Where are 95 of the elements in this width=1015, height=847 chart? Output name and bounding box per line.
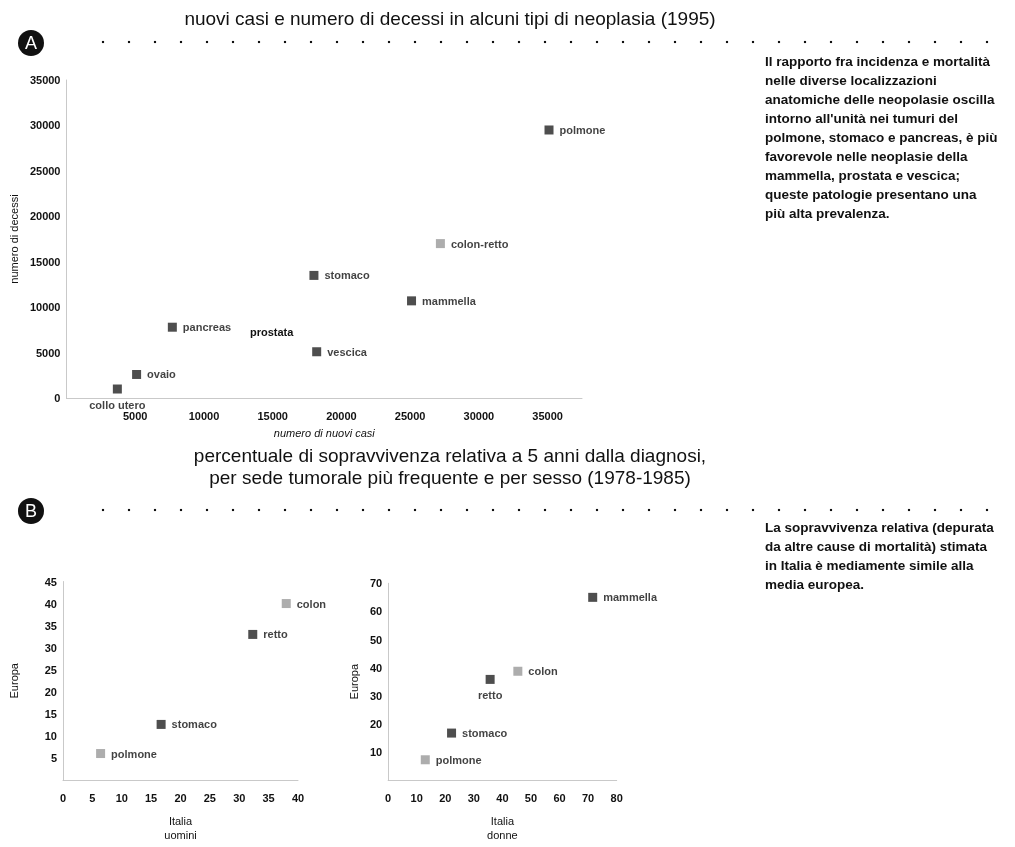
x-axis-title: Italia donne bbox=[487, 815, 518, 841]
y-tick-label: 20000 bbox=[29, 210, 61, 223]
point bbox=[485, 674, 495, 684]
x-tick-label: 5 bbox=[89, 791, 96, 804]
series-label: retto bbox=[477, 689, 503, 702]
point bbox=[156, 719, 166, 729]
point bbox=[112, 384, 122, 394]
y-tick-label: 35000 bbox=[29, 74, 61, 86]
y-tick-label: 5 bbox=[50, 751, 57, 764]
x-axis-title: numero di nuovi casi bbox=[273, 427, 376, 439]
y-axis-title: Europa bbox=[7, 662, 20, 699]
chart-title: nuovi casi e numero di decessi in alcuni tipi di neoplasia (1995) bbox=[183, 8, 717, 30]
point bbox=[312, 347, 322, 357]
y-tick-label: 10 bbox=[369, 745, 383, 758]
x-tick-label: 15000 bbox=[257, 409, 288, 422]
annotation: prostata bbox=[250, 326, 294, 339]
y-tick-label: 10000 bbox=[29, 301, 61, 314]
series-label: polmone bbox=[111, 747, 157, 760]
x-tick-label: 30000 bbox=[463, 409, 495, 422]
x-tick-label: 20 bbox=[439, 791, 452, 804]
series-label: polmone bbox=[559, 123, 606, 136]
y-tick-label: 40 bbox=[369, 661, 383, 674]
series-label: stomaco bbox=[462, 727, 508, 740]
series-label: retto bbox=[263, 628, 288, 641]
x-tick-label: 40 bbox=[291, 791, 305, 804]
series-label: mammella bbox=[603, 591, 658, 604]
y-tick-label: 50 bbox=[369, 633, 383, 646]
series-label: collo utero bbox=[89, 399, 146, 412]
point bbox=[132, 369, 142, 379]
point bbox=[544, 125, 554, 135]
series-label: colon bbox=[296, 597, 327, 610]
x-tick-label: 60 bbox=[553, 791, 566, 804]
y-axis-title: numero di decessi bbox=[7, 194, 20, 284]
y-tick-label: 45 bbox=[44, 575, 57, 588]
y-axis-title: Europa bbox=[347, 663, 360, 700]
text: Il rapporto fra incidenza e mortalità nelle diverse localizzazioni anatomiche delle neopolasie oscilla intorno all'unità nei tumuri del polmone, stomaco e pancreas, è più favorevole nelle neoplasie della mammella, prostata e vescica; queste patologie presentano una più alta prevalenza. bbox=[765, 54, 998, 221]
point bbox=[281, 599, 291, 609]
text: B bbox=[18, 498, 44, 524]
x-tick-label: 20000 bbox=[326, 409, 357, 422]
x-tick-label: 15 bbox=[145, 791, 158, 804]
y-tick-label: 20 bbox=[44, 685, 57, 698]
series-label: stomaco bbox=[171, 718, 218, 731]
series-label: colon-retto bbox=[450, 237, 509, 250]
x-tick-label: 35000 bbox=[532, 409, 563, 422]
x-tick-label: 20 bbox=[174, 791, 187, 804]
point bbox=[309, 270, 319, 280]
x-tick-label: 10 bbox=[410, 791, 423, 804]
x-tick-label: 25 bbox=[203, 791, 216, 804]
x-tick-label: 35 bbox=[262, 791, 275, 804]
x-tick-label: 70 bbox=[582, 791, 595, 804]
y-tick-label: 10 bbox=[44, 729, 57, 742]
y-tick-label: 40 bbox=[44, 597, 57, 610]
x-tick-label: 0 bbox=[385, 791, 392, 804]
series-label: colon bbox=[528, 665, 558, 678]
point bbox=[435, 239, 445, 249]
x-tick-label: 10000 bbox=[188, 409, 220, 422]
x-tick-label: 80 bbox=[610, 791, 623, 804]
point bbox=[447, 728, 457, 738]
x-tick-label: 25000 bbox=[394, 409, 426, 422]
y-tick-label: 70 bbox=[369, 577, 383, 590]
point bbox=[420, 755, 430, 765]
y-tick-label: 60 bbox=[369, 605, 383, 618]
text: percentuale di sopravvivenza relativa a 5 anni dalla diagnosi, per sede tumorale più frequente e per sesso (1978-1985) bbox=[192, 445, 708, 489]
series-label: pancreas bbox=[182, 321, 232, 334]
x-tick-label: 30 bbox=[467, 791, 480, 804]
x-tick-label: 30 bbox=[233, 791, 246, 804]
y-tick-label: 30 bbox=[44, 641, 57, 654]
point bbox=[96, 749, 106, 759]
series-label: stomaco bbox=[324, 269, 370, 282]
y-tick-label: 25000 bbox=[29, 164, 61, 177]
point bbox=[167, 322, 177, 332]
y-tick-label: 5000 bbox=[36, 346, 61, 359]
y-tick-label: 25 bbox=[44, 663, 57, 676]
y-tick-label: 35 bbox=[44, 619, 57, 632]
y-tick-label: 15000 bbox=[29, 255, 61, 268]
series-label: vescica bbox=[327, 345, 368, 358]
x-tick-label: 40 bbox=[496, 791, 509, 804]
text: A bbox=[18, 30, 44, 56]
point bbox=[407, 296, 417, 306]
x-tick-label: 5000 bbox=[122, 409, 148, 422]
series-label: ovaio bbox=[147, 368, 177, 381]
x-tick-label: 50 bbox=[524, 791, 538, 804]
y-tick-label: 30000 bbox=[29, 119, 61, 132]
series-label: mammella bbox=[422, 294, 477, 307]
y-tick-label: 0 bbox=[54, 392, 61, 405]
point bbox=[588, 592, 598, 602]
y-tick-label: 15 bbox=[44, 707, 57, 720]
point bbox=[248, 629, 258, 639]
y-tick-label: 20 bbox=[369, 717, 383, 730]
x-axis-title: Italia uomini bbox=[164, 815, 197, 841]
text: La sopravvivenza relativa (depurata da altre cause di mortalità) stimata in Italia è mediamente simile alla media europea. bbox=[765, 519, 995, 594]
x-tick-label: 10 bbox=[115, 791, 128, 804]
point bbox=[513, 666, 523, 676]
y-tick-label: 30 bbox=[369, 689, 383, 702]
series-label: polmone bbox=[435, 753, 482, 766]
